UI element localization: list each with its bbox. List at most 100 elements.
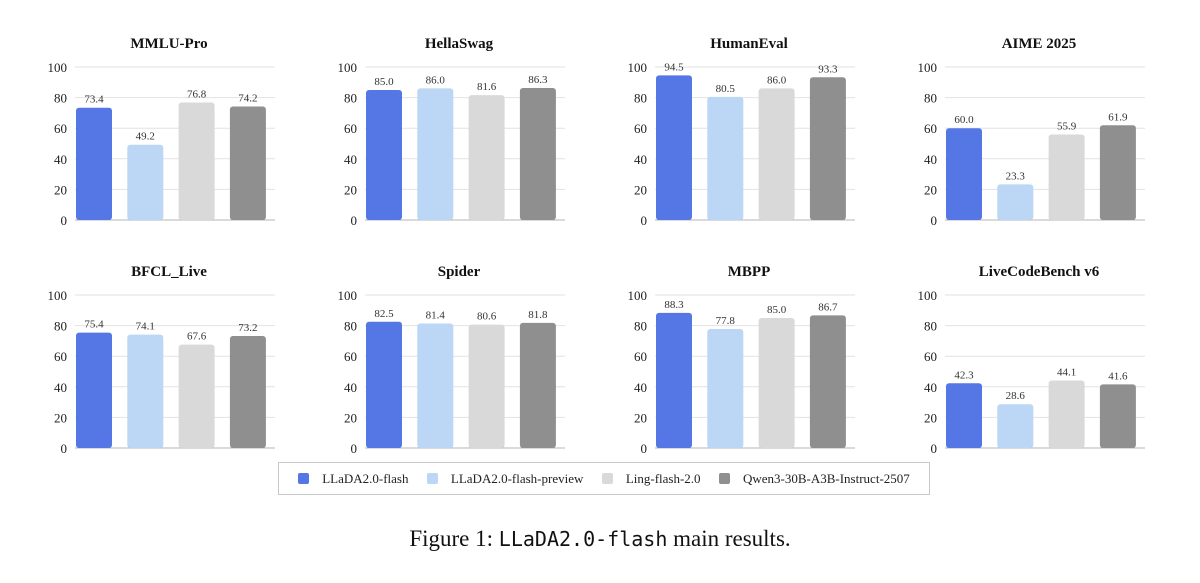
caption-prefix: Figure 1: (409, 526, 499, 551)
bar-humaneval-llada2-0-flash (656, 75, 692, 220)
bar-mbpp-ling-flash-2-0 (758, 317, 795, 448)
y-tick-label-mmlu-pro-100: 100 (48, 60, 68, 75)
data-label-bfcl-live-ling-flash-2-0: 67.6 (187, 331, 207, 343)
data-label-livecodebench-v6-qwen3-30b-a3b-instruct-2507: 41.6 (1108, 370, 1128, 382)
data-label-humaneval-qwen3-30b-a3b-instruct-2507: 93.3 (818, 63, 838, 75)
bar-humaneval-ling-flash-2-0 (758, 88, 795, 220)
y-tick-label-spider-40: 40 (344, 380, 357, 395)
bar-livecodebench-v6-llada2-0-flash-preview (997, 404, 1034, 448)
bar-mmlu-pro-llada2-0-flash-preview (127, 144, 164, 220)
y-tick-label-bfcl-live-100: 100 (48, 288, 68, 303)
y-tick-label-humaneval-80: 80 (634, 91, 647, 106)
bar-bfcl-live-llada2-0-flash-preview (127, 334, 164, 448)
bar-mmlu-pro-qwen3-30b-a3b-instruct-2507 (229, 106, 266, 220)
y-tick-label-bfcl-live-80: 80 (54, 319, 67, 334)
y-tick-label-aime-2025-40: 40 (924, 152, 937, 167)
bar-bfcl-live-ling-flash-2-0 (178, 344, 215, 448)
y-tick-label-humaneval-0: 0 (641, 213, 648, 228)
legend-label: LLaDA2.0-flash (322, 470, 409, 486)
legend-swatch-llada2-flash (298, 473, 310, 484)
y-tick-label-bfcl-live-60: 60 (54, 349, 67, 364)
bar-livecodebench-v6-qwen3-30b-a3b-instruct-2507 (1099, 384, 1136, 448)
data-label-livecodebench-v6-llada2-0-flash-preview: 28.6 (1006, 390, 1026, 402)
legend-item-llada2-flash-preview: LLaDA2.0-flash-preview (426, 470, 584, 487)
y-tick-label-spider-100: 100 (338, 288, 358, 303)
bar-hellaswag-ling-flash-2-0 (468, 95, 505, 220)
y-tick-label-mmlu-pro-0: 0 (61, 213, 68, 228)
legend-item-ling-flash: Ling-flash-2.0 (601, 470, 701, 487)
data-label-aime-2025-qwen3-30b-a3b-instruct-2507: 61.9 (1108, 111, 1128, 123)
data-label-spider-llada2-0-flash-preview: 81.4 (426, 309, 446, 321)
y-tick-label-mmlu-pro-80: 80 (54, 91, 67, 106)
y-tick-label-hellaswag-100: 100 (338, 60, 358, 75)
bar-mmlu-pro-ling-flash-2-0 (178, 102, 215, 220)
y-tick-label-mmlu-pro-40: 40 (54, 152, 67, 167)
y-tick-label-spider-0: 0 (351, 441, 358, 456)
data-label-mmlu-pro-qwen3-30b-a3b-instruct-2507: 74.2 (238, 92, 257, 104)
data-label-hellaswag-qwen3-30b-a3b-instruct-2507: 86.3 (528, 74, 548, 86)
y-tick-label-hellaswag-20: 20 (344, 182, 357, 197)
y-tick-label-hellaswag-0: 0 (351, 213, 358, 228)
y-tick-label-livecodebench-v6-40: 40 (924, 380, 937, 395)
data-label-hellaswag-ling-flash-2-0: 81.6 (477, 81, 497, 93)
y-tick-label-livecodebench-v6-80: 80 (924, 319, 937, 334)
data-label-bfcl-live-llada2-0-flash-preview: 74.1 (136, 321, 155, 333)
bar-humaneval-llada2-0-flash-preview (707, 96, 744, 220)
chart-title-humaneval: HumanEval (710, 36, 788, 52)
data-label-humaneval-llada2-0-flash-preview: 80.5 (716, 83, 736, 95)
y-tick-label-aime-2025-80: 80 (924, 91, 937, 106)
y-tick-label-mbpp-40: 40 (634, 380, 647, 395)
y-tick-label-mbpp-20: 20 (634, 410, 647, 425)
legend-label: Ling-flash-2.0 (625, 470, 701, 486)
bar-hellaswag-llada2-0-flash (366, 89, 402, 220)
y-tick-label-spider-20: 20 (344, 410, 357, 425)
y-tick-label-livecodebench-v6-0: 0 (931, 441, 938, 456)
y-tick-label-bfcl-live-40: 40 (54, 380, 67, 395)
y-tick-label-livecodebench-v6-60: 60 (924, 349, 937, 364)
legend-label: Qwen3-30B-A3B-Instruct-2507 (742, 470, 910, 486)
bar-mbpp-qwen3-30b-a3b-instruct-2507 (809, 315, 846, 448)
chart-title-spider: Spider (438, 264, 481, 280)
y-tick-label-aime-2025-20: 20 (924, 182, 937, 197)
legend: LLaDA2.0-flash LLaDA2.0-flash-preview Li… (278, 462, 930, 495)
chart-title-hellaswag: HellaSwag (425, 36, 494, 52)
bar-spider-qwen3-30b-a3b-instruct-2507 (519, 322, 556, 448)
data-label-aime-2025-llada2-0-flash-preview: 23.3 (1006, 170, 1026, 182)
data-label-humaneval-llada2-0-flash: 94.5 (664, 61, 684, 73)
data-label-livecodebench-v6-llada2-0-flash: 42.3 (954, 369, 974, 381)
data-label-mbpp-llada2-0-flash-preview: 77.8 (716, 315, 736, 327)
y-tick-label-mmlu-pro-60: 60 (54, 121, 67, 136)
data-label-hellaswag-llada2-0-flash: 85.0 (374, 76, 394, 88)
data-label-mmlu-pro-llada2-0-flash-preview: 49.2 (136, 131, 155, 143)
bar-aime-2025-llada2-0-flash-preview (997, 184, 1034, 220)
y-tick-label-aime-2025-60: 60 (924, 121, 937, 136)
data-label-mmlu-pro-llada2-0-flash: 73.4 (84, 94, 104, 106)
y-tick-label-mbpp-0: 0 (641, 441, 648, 456)
bar-spider-ling-flash-2-0 (468, 324, 505, 448)
data-label-aime-2025-ling-flash-2-0: 55.9 (1057, 120, 1077, 132)
y-tick-label-hellaswag-80: 80 (344, 91, 357, 106)
bar-aime-2025-qwen3-30b-a3b-instruct-2507 (1099, 125, 1136, 220)
legend-label: LLaDA2.0-flash-preview (450, 470, 584, 486)
data-label-spider-ling-flash-2-0: 80.6 (477, 311, 497, 323)
bar-bfcl-live-llada2-0-flash (76, 332, 112, 448)
bar-aime-2025-llada2-0-flash (946, 128, 982, 220)
data-label-bfcl-live-qwen3-30b-a3b-instruct-2507: 73.2 (238, 322, 257, 334)
data-label-mbpp-ling-flash-2-0: 85.0 (767, 304, 787, 316)
data-label-bfcl-live-llada2-0-flash: 75.4 (84, 319, 104, 331)
bar-livecodebench-v6-llada2-0-flash (946, 383, 982, 448)
y-tick-label-bfcl-live-20: 20 (54, 410, 67, 425)
chart-title-aime-2025: AIME 2025 (1002, 36, 1077, 52)
data-label-humaneval-ling-flash-2-0: 86.0 (767, 74, 787, 86)
caption-suffix: main results. (667, 526, 791, 551)
legend-swatch-ling-flash (601, 473, 613, 484)
bar-aime-2025-ling-flash-2-0 (1048, 134, 1085, 220)
bar-spider-llada2-0-flash-preview (417, 323, 454, 448)
y-tick-label-aime-2025-0: 0 (931, 213, 938, 228)
y-tick-label-livecodebench-v6-100: 100 (918, 288, 938, 303)
bar-hellaswag-llada2-0-flash-preview (417, 88, 454, 220)
bar-spider-llada2-0-flash (366, 321, 402, 448)
chart-title-mbpp: MBPP (728, 264, 771, 280)
bar-mbpp-llada2-0-flash-preview (707, 328, 744, 448)
